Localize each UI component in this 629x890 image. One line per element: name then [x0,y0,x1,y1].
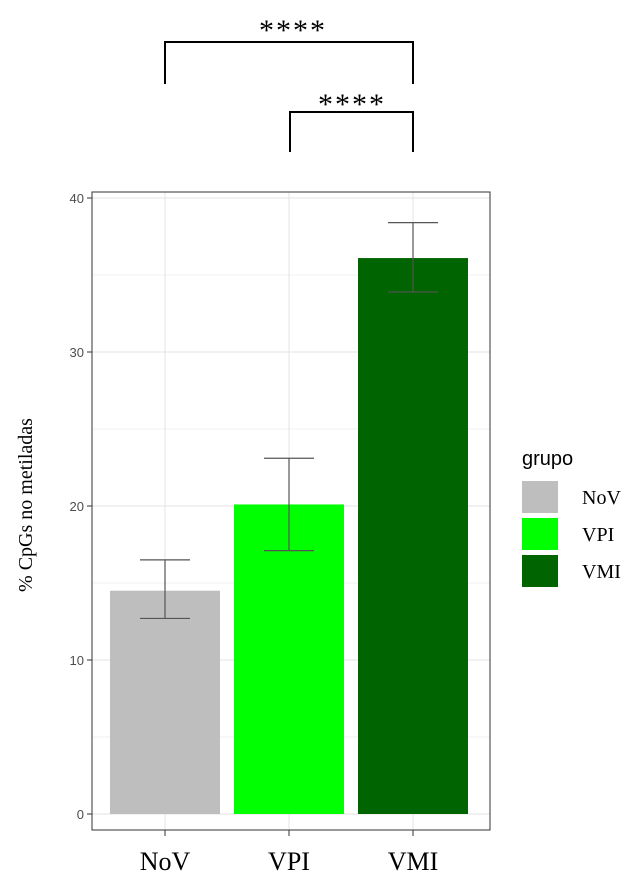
y-axis-label: % CpGs no metiladas [15,418,37,592]
error-bar-vpi [264,457,314,552]
y-tick-label: 10 [70,653,84,668]
legend-label-nov: NoV [582,487,621,509]
legend-swatch-vmi [522,555,558,587]
legend: grupo NoV VPI VMI [522,448,621,587]
y-tick-label: 0 [77,807,84,822]
y-tick-label: 20 [70,499,84,514]
legend-swatch-nov [522,481,558,513]
error-bar-vmi [388,222,438,293]
significance-bracket-nov-vmi: **** [164,14,414,84]
legend-label-vmi: VMI [582,561,621,583]
significance-label: **** [259,14,327,47]
legend-swatch-vpi [522,518,558,550]
bar-vpi [234,504,344,814]
bar-vmi [358,258,468,814]
significance-bracket-vpi-vmi: **** [289,88,414,152]
x-tick-label-nov: NoV [140,847,191,876]
x-tick-label-vmi: VMI [388,847,439,876]
significance-brackets: **** **** [164,14,414,152]
bar-nov [110,590,220,814]
plot-panel-border [91,191,491,831]
axes: 0 10 20 30 40 NoV VPI VMI [70,191,439,876]
y-tick-label: 40 [70,191,84,206]
error-bar-nov [140,559,190,620]
significance-label: **** [318,88,386,121]
legend-title: grupo [522,448,573,470]
bars [110,258,468,814]
y-tick-label: 30 [70,345,84,360]
legend-label-vpi: VPI [582,524,614,546]
error-bars [140,222,438,620]
x-tick-label-vpi: VPI [268,847,310,876]
